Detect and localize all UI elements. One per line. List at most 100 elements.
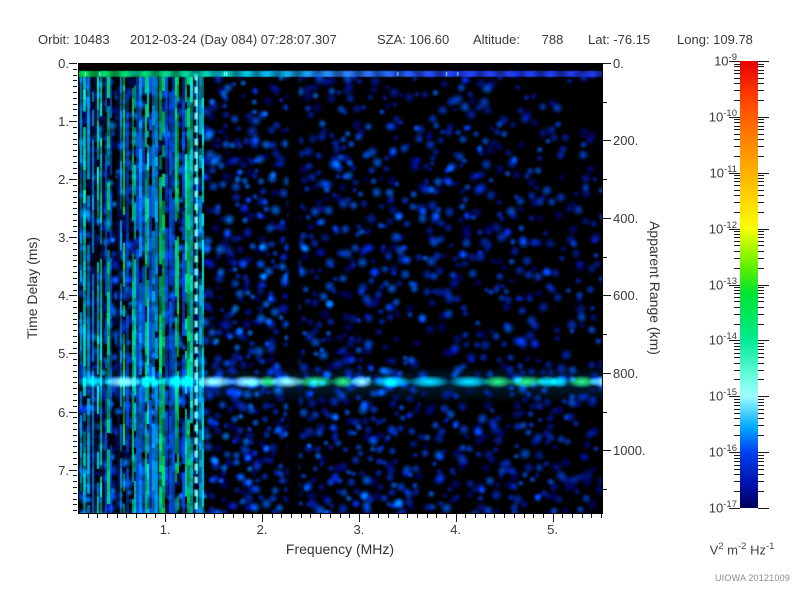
- credit-text: UIOWA 20121009: [714, 573, 790, 583]
- y-minor-tick: [73, 138, 77, 140]
- colorbar-minor-tick-left: [734, 481, 740, 483]
- y-minor-tick: [73, 394, 77, 396]
- y-minor-tick: [73, 184, 77, 186]
- colorbar-minor-tick-left: [734, 401, 740, 403]
- x-minor-tick: [281, 514, 283, 518]
- y2-tick-label: 400.: [613, 210, 639, 226]
- colorbar-major-tick-left: [729, 284, 740, 286]
- x-minor-tick: [523, 514, 525, 518]
- x-minor-tick: [223, 514, 225, 518]
- colorbar-minor-tick-right: [758, 211, 764, 213]
- x-minor-tick: [504, 514, 506, 518]
- x-minor-tick: [349, 514, 351, 518]
- x-tick-label: 1.: [159, 522, 171, 537]
- y-minor-tick: [73, 376, 77, 378]
- colorbar-minor-tick-right: [758, 454, 764, 456]
- y-minor-tick: [73, 446, 77, 448]
- x-major-tick: [455, 514, 457, 522]
- colorbar-minor-tick-left: [734, 201, 740, 203]
- x-minor-tick: [116, 514, 118, 518]
- colorbar-minor-tick-right: [758, 189, 764, 191]
- y-minor-tick: [73, 504, 77, 506]
- colorbar-major-tick-left: [729, 452, 740, 454]
- colorbar-tick-label: 10-12: [708, 219, 737, 236]
- colorbar-minor-tick-right: [758, 241, 764, 243]
- y-minor-tick: [73, 318, 77, 320]
- colorbar-minor-tick-left: [734, 211, 740, 213]
- colorbar-minor-tick-right: [758, 267, 764, 269]
- x-minor-tick: [562, 514, 564, 518]
- colorbar-minor-tick-right: [758, 73, 764, 75]
- y-minor-tick: [73, 312, 77, 314]
- x-minor-tick: [416, 514, 418, 518]
- x-minor-tick: [271, 514, 273, 518]
- y2-minor-tick: [603, 334, 607, 336]
- colorbar-minor-tick-left: [734, 306, 740, 308]
- colorbar-tick-label: 10-17: [708, 499, 737, 516]
- x-minor-tick: [378, 514, 380, 518]
- colorbar-minor-tick-right: [758, 257, 764, 259]
- colorbar-gradient: [740, 61, 758, 508]
- x-minor-tick: [213, 514, 215, 518]
- y-minor-tick: [73, 510, 77, 512]
- colorbar-minor-tick-left: [734, 289, 740, 291]
- y-minor-tick: [73, 330, 77, 332]
- x-minor-tick: [407, 514, 409, 518]
- y-minor-tick: [73, 277, 77, 279]
- colorbar-major-tick-left: [729, 396, 740, 398]
- y-minor-tick: [73, 115, 77, 117]
- colorbar-major-tick-right: [758, 396, 769, 398]
- colorbar-minor-tick-right: [758, 194, 764, 196]
- colorbar-minor-tick-right: [758, 63, 764, 65]
- x-minor-tick: [533, 514, 535, 518]
- colorbar-minor-tick-right: [758, 408, 764, 410]
- orbit-value: Orbit: 10483: [38, 32, 110, 47]
- colorbar-minor-tick-left: [734, 77, 740, 79]
- colorbar-major-tick-left: [729, 340, 740, 342]
- colorbar-minor-tick-left: [734, 379, 740, 381]
- x-minor-tick: [387, 514, 389, 518]
- colorbar-minor-tick-right: [758, 231, 764, 233]
- colorbar-minor-tick-right: [758, 342, 764, 344]
- x-minor-tick: [242, 514, 244, 518]
- y-minor-tick: [73, 417, 77, 419]
- x-minor-tick: [436, 514, 438, 518]
- y-tick-label: 5.: [58, 346, 69, 362]
- x-minor-tick: [339, 514, 341, 518]
- colorbar-minor-tick-left: [734, 464, 740, 466]
- colorbar-minor-tick-right: [758, 404, 764, 406]
- x-minor-tick: [591, 514, 593, 518]
- y-minor-tick: [73, 214, 77, 216]
- y2-minor-tick: [603, 489, 607, 491]
- y2-major-tick: [603, 217, 611, 219]
- y-major-tick: [69, 121, 77, 123]
- y-major-tick: [69, 237, 77, 239]
- colorbar-minor-tick-left: [734, 362, 740, 364]
- y2-tick-label: 800.: [613, 365, 639, 381]
- x-minor-tick: [571, 514, 573, 518]
- altitude-value: Altitude: 788: [473, 32, 564, 47]
- sza-value: SZA: 106.60: [377, 32, 450, 47]
- y-minor-tick: [73, 365, 77, 367]
- colorbar-minor-tick-left: [734, 342, 740, 344]
- colorbar-minor-tick-left: [734, 425, 740, 427]
- plot-frame: [78, 63, 603, 514]
- colorbar-tick-label: 10-11: [709, 163, 738, 181]
- y-minor-tick: [73, 336, 77, 337]
- y2-minor-tick: [603, 179, 607, 181]
- y-minor-tick: [73, 475, 77, 477]
- colorbar-minor-tick-right: [758, 323, 764, 325]
- colorbar-minor-tick-left: [734, 83, 740, 85]
- y-tick-label: 7.: [58, 462, 69, 478]
- y-minor-tick: [73, 150, 77, 152]
- y-minor-tick: [73, 196, 77, 198]
- colorbar-minor-tick-left: [734, 323, 740, 325]
- colorbar-major-tick-left: [729, 508, 740, 509]
- y-minor-tick: [73, 423, 77, 425]
- x-axis-title: Frequency (MHz): [285, 541, 395, 557]
- colorbar-minor-tick-left: [734, 267, 740, 269]
- colorbar-minor-tick-left: [734, 133, 740, 135]
- y-tick-label: 6.: [58, 404, 69, 420]
- colorbar-minor-tick-left: [734, 357, 740, 359]
- colorbar-major-tick-right: [758, 61, 769, 62]
